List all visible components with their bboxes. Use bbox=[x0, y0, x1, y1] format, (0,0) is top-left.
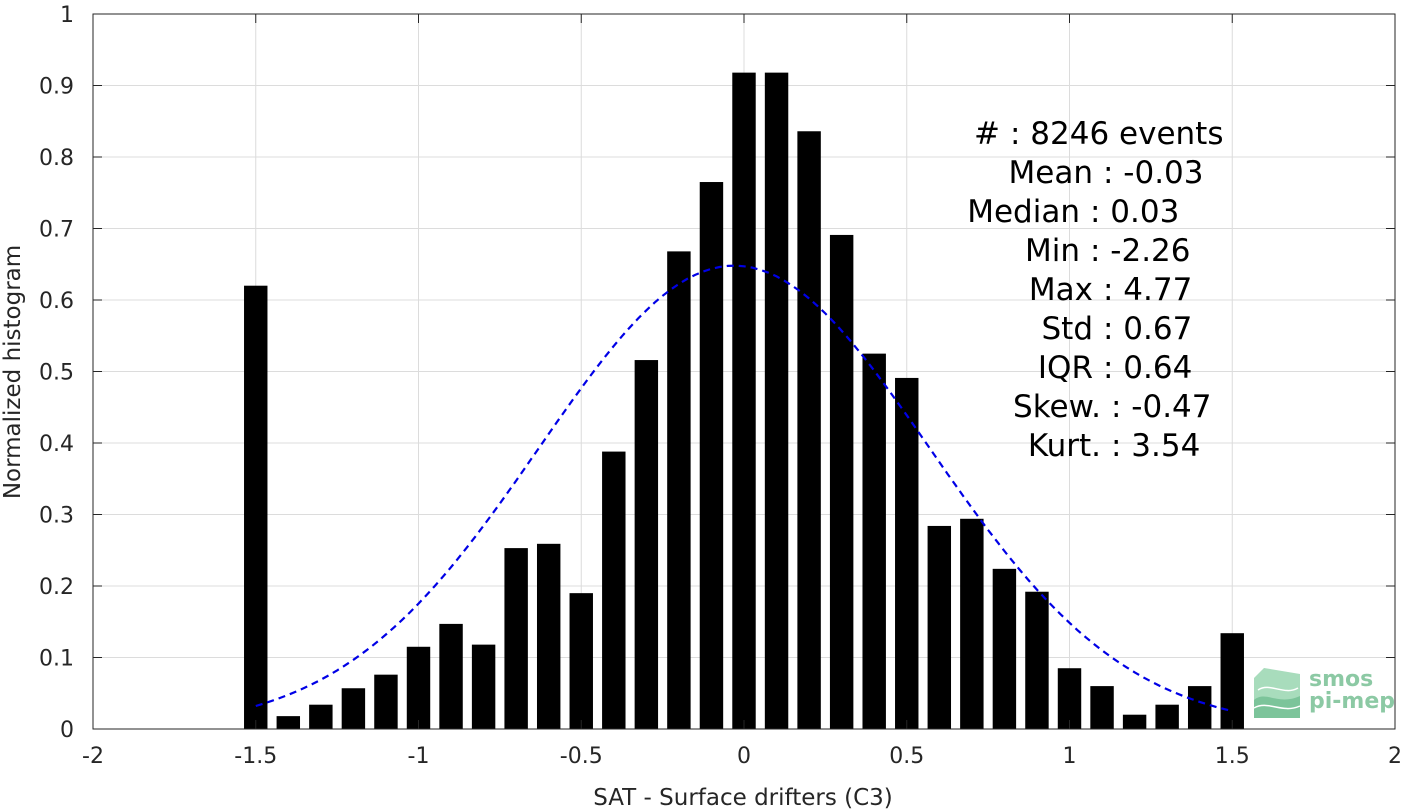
histogram-bar bbox=[699, 182, 724, 729]
stats-line-label: Min bbox=[1025, 233, 1080, 269]
histogram-bar bbox=[1220, 633, 1244, 729]
gaussian-fit bbox=[255, 264, 1233, 713]
logo-text-pi-mep: pi-mep bbox=[1309, 689, 1395, 714]
y-tick-label: 0.8 bbox=[39, 146, 74, 171]
x-axis-label: SAT - Surface drifters (C3) bbox=[593, 785, 893, 811]
histogram-bar bbox=[536, 543, 561, 729]
y-tick-label: 1 bbox=[60, 3, 74, 28]
y-tick-label: 0.6 bbox=[39, 289, 74, 314]
stats-line-value: : -2.26 bbox=[1090, 233, 1191, 269]
histogram-bar bbox=[732, 72, 756, 729]
histogram-bars bbox=[244, 72, 1244, 729]
axes bbox=[92, 13, 1396, 730]
histogram-bar bbox=[1025, 591, 1049, 729]
stats-line-value: : -0.03 bbox=[1103, 155, 1204, 191]
x-tick-label: -1.5 bbox=[234, 744, 277, 769]
stats-line-label: Max bbox=[1029, 272, 1093, 308]
histogram-bar bbox=[1155, 704, 1179, 729]
y-tick-label: 0.2 bbox=[39, 575, 74, 600]
y-tick-label: 0.4 bbox=[39, 432, 74, 457]
histogram-bar bbox=[862, 353, 886, 729]
histogram-bar bbox=[895, 377, 919, 729]
histogram-bar bbox=[829, 234, 854, 729]
stats-line-value: : -0.47 bbox=[1111, 389, 1212, 425]
x-tick-label: 2 bbox=[1388, 744, 1402, 769]
stats-line-label: Mean bbox=[1009, 155, 1093, 191]
y-axis-label: Normalized histogram bbox=[0, 245, 26, 499]
stats-line-label: Median bbox=[967, 194, 1080, 230]
histogram-bar bbox=[1090, 686, 1114, 729]
x-tick-label: -1 bbox=[408, 744, 430, 769]
fit-curve bbox=[255, 264, 1233, 713]
stats-line-label: IQR bbox=[1038, 350, 1093, 386]
smos-pi-mep-logo: smos pi-mep bbox=[1253, 667, 1395, 718]
x-tick-label: 0 bbox=[737, 744, 751, 769]
histogram-bar bbox=[309, 704, 333, 729]
x-tick-label: 1 bbox=[1063, 744, 1077, 769]
x-tick-label: -2 bbox=[82, 744, 104, 769]
stats-line-label: Kurt. bbox=[1028, 428, 1101, 464]
histogram-bar bbox=[1187, 686, 1212, 729]
x-tick-label: 0.5 bbox=[889, 744, 924, 769]
tick-labels: -2 -1.5 -1 -0.5 0 0.5 1 1.5 2 0 0.1 0.2 0.3 0.4 0.5 0.6… bbox=[39, 3, 1402, 769]
histogram-bar bbox=[341, 688, 366, 729]
histogram-bar bbox=[667, 251, 691, 729]
histogram-bar bbox=[504, 548, 528, 729]
x-tick-label: 1.5 bbox=[1215, 744, 1250, 769]
histogram-bar bbox=[244, 285, 268, 729]
logo-text-smos: smos bbox=[1309, 667, 1373, 692]
logo-icon bbox=[1253, 668, 1301, 718]
histogram-bar bbox=[797, 131, 821, 729]
histogram-bar bbox=[439, 623, 463, 729]
histogram-bar bbox=[1057, 668, 1082, 729]
histogram-bar bbox=[927, 525, 952, 729]
histogram-bar bbox=[992, 568, 1017, 729]
stats-line-value: : 0.67 bbox=[1103, 311, 1192, 347]
stats-line-value: : 0.64 bbox=[1103, 350, 1192, 386]
histogram-bar bbox=[960, 518, 984, 729]
y-tick-label: 0 bbox=[60, 718, 74, 743]
histogram-bar bbox=[764, 72, 789, 729]
y-tick-label: 0.1 bbox=[39, 647, 74, 672]
stats-line-value: : 8246 events bbox=[1010, 116, 1224, 152]
y-tick-label: 0.9 bbox=[39, 75, 74, 100]
histogram-bar bbox=[569, 593, 593, 729]
stats-line-label: Std bbox=[1041, 311, 1093, 347]
x-tick-label: -0.5 bbox=[560, 744, 603, 769]
stats-line-value: : 0.03 bbox=[1090, 194, 1179, 230]
histogram-bar bbox=[406, 646, 431, 729]
y-tick-label: 0.3 bbox=[39, 504, 74, 529]
stats-line-label: # bbox=[974, 116, 1000, 152]
histogram-bar bbox=[602, 451, 626, 729]
stats-line-label: Skew. bbox=[1013, 389, 1101, 425]
histogram-bar bbox=[471, 644, 496, 729]
histogram-bar bbox=[374, 674, 398, 729]
histogram-bar bbox=[276, 716, 301, 729]
y-tick-label: 0.5 bbox=[39, 361, 74, 386]
histogram-bar bbox=[1122, 714, 1147, 729]
y-tick-label: 0.7 bbox=[39, 218, 74, 243]
stats-line-value: : 4.77 bbox=[1103, 272, 1192, 308]
histogram-bar bbox=[634, 360, 659, 729]
stats-line-value: : 3.54 bbox=[1111, 428, 1200, 464]
